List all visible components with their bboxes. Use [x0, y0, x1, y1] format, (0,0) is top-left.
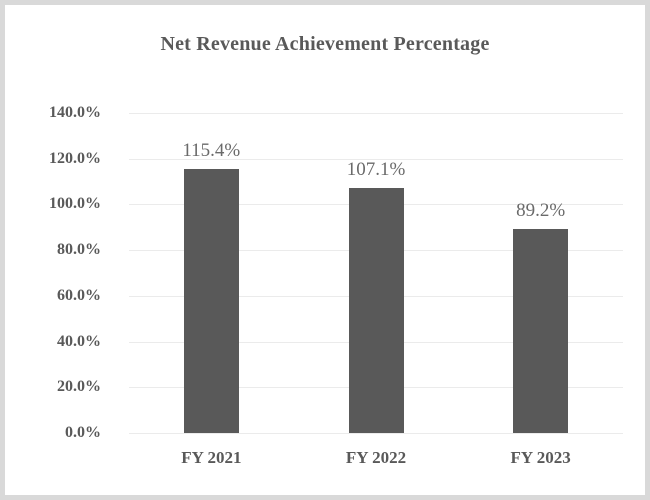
x-axis-category-label: FY 2021 — [181, 448, 242, 467]
x-axis: FY 2021 FY 2022 FY 2023 — [129, 446, 623, 470]
bar-value-label: 115.4% — [182, 140, 241, 162]
bar-value-label: 107.1% — [346, 159, 406, 181]
x-axis-category-label: FY 2023 — [510, 448, 571, 467]
bar-series: 115.4% 107.1% 89.2% — [129, 113, 623, 433]
y-axis-tick-label: 100.0% — [49, 195, 101, 213]
gridline — [129, 113, 623, 114]
y-axis-tick-label: 140.0% — [49, 104, 101, 121]
gridline — [129, 433, 623, 434]
y-axis-tick-label: 120.0% — [49, 149, 101, 167]
bar-value-label: 89.2% — [516, 200, 566, 222]
y-axis-tick-label: 40.0% — [57, 332, 101, 350]
bar-column: 115.4% — [129, 113, 294, 433]
gridline — [129, 158, 623, 160]
bar-column: 107.1% — [294, 113, 459, 433]
y-axis-tick-label: 0.0% — [65, 424, 101, 441]
chart-title: Net Revenue Achievement Percentage — [160, 33, 490, 55]
x-axis-category-label: FY 2022 — [345, 448, 407, 467]
bar[interactable]: 107.1% — [347, 159, 405, 433]
bar[interactable]: 89.2% — [513, 200, 569, 433]
y-axis-tick-label: 60.0% — [57, 286, 101, 304]
bar-column: 89.2% — [458, 113, 623, 433]
y-axis-tick-label: 80.0% — [57, 241, 101, 259]
bar[interactable]: 115.4% — [182, 140, 240, 433]
y-axis-tick-label: 20.0% — [57, 378, 101, 396]
